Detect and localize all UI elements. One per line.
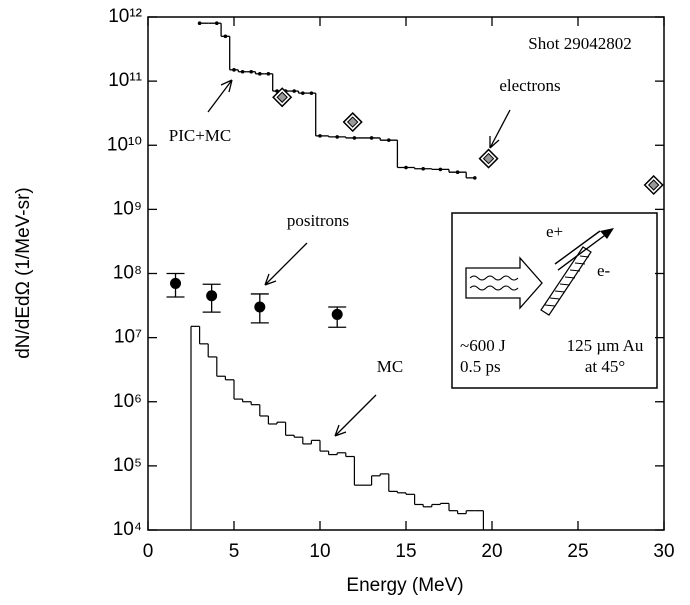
data-dot [223,34,228,39]
shot-annotation: Shot 29042802 [528,34,631,53]
annotation-arrows [207,79,511,437]
particle-arrows [554,229,613,271]
x-axis-label: Energy (MeV) [346,575,463,596]
x-tick-label: 15 [395,541,416,562]
data-dot [258,72,262,76]
inset-duration: 0.5 ps [460,357,501,376]
data-dot [438,167,443,172]
foil-hatch [544,255,590,307]
data-dot [249,69,253,74]
laser-wave [469,275,519,291]
data-dot [266,72,271,76]
pic-mc-label: PIC+MC [169,126,232,145]
arrow [207,79,233,113]
y-tick-label: 10¹² [108,6,142,27]
data-dot [404,165,408,170]
x-tick-label: 25 [567,541,588,562]
y-tick-label: 10⁴ [113,519,142,540]
arrow [489,109,511,149]
inset-e-plus: e+ [546,222,563,241]
inset-angle: at 45° [585,357,625,376]
laser-arrow [465,256,543,310]
data-dot [369,136,374,140]
inset: e+ e- ~600 J 0.5 ps 125 µm Au at 45° [451,212,658,389]
x-tick-label: 20 [481,541,502,562]
mc-label: MC [377,357,403,376]
positrons-label: positrons [287,211,349,230]
y-tick-label: 10⁵ [113,455,142,476]
data-dot [352,136,357,140]
data-dot [387,138,391,142]
y-tick-label: 10¹¹ [108,70,142,91]
x-tick-label: 5 [229,541,240,562]
data-dot [455,170,460,174]
y-tick-label: 10⁹ [113,198,142,219]
inset-target: 125 µm Au [567,336,644,355]
y-tick-label: 10⁶ [113,391,142,412]
x-tick-label: 10 [309,541,330,562]
data-dot [318,134,322,138]
y-tick-label: 10⁷ [114,327,142,348]
y-tick-label: 10¹⁰ [107,134,142,155]
diamond-inner [346,116,359,128]
arrow [264,242,308,286]
positron-point [206,290,218,302]
data-dot [421,166,426,171]
x-tick-label: 30 [653,541,674,562]
data-dot [197,21,202,26]
data-dot [215,21,219,26]
diamond-inner [276,91,288,103]
positron-point [170,277,182,289]
positron-point [254,301,266,313]
diamond-inner [482,152,495,165]
arrow [334,394,377,437]
inset-energy: ~600 J [460,336,506,355]
data-dot [240,69,245,74]
data-dot [473,176,477,180]
diamond-inner [647,179,660,191]
y-axis-label: dN/dEdΩ (1/MeV-sr) [13,187,34,359]
x-tick-label: 0 [143,541,154,562]
positron-point [331,308,343,320]
inset-e-minus: e- [597,261,611,280]
arrow-head [600,228,614,239]
data-dot [232,68,236,72]
y-tick-label: 10⁸ [113,263,142,284]
data-dot [335,135,340,139]
data-dot [292,89,297,93]
data-dot [309,91,314,95]
data-dot [301,91,305,95]
electrons-label: electrons [499,76,560,95]
